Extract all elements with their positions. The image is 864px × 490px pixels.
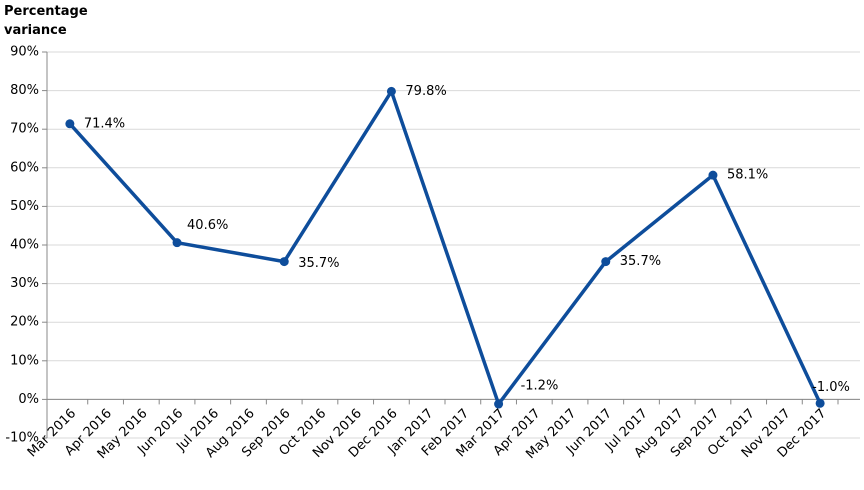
y-tick-label: 80% [10,83,39,98]
data-label: 40.6% [187,218,228,233]
y-tick-label: 30% [10,276,39,291]
data-label: 71.4% [84,116,125,131]
y-tick-label: 20% [10,315,39,330]
point [386,86,396,96]
data-label: 35.7% [298,256,339,271]
point [65,119,75,129]
data-label: 79.8% [405,84,446,99]
data-label: -1.0% [812,380,850,395]
line [68,89,822,406]
y-tick-label: 0% [18,392,39,407]
y-tick-label: 50% [10,199,39,214]
point [494,399,504,409]
y-tick-label: 10% [10,353,39,368]
point [708,170,718,180]
data-label: 58.1% [727,168,768,183]
y-tick-label: -10% [5,431,39,446]
y-tick-label: 40% [10,238,39,253]
point [172,238,182,248]
y-tick-label: 60% [10,160,39,175]
point [279,257,289,267]
point [815,398,825,408]
y-tick-label: 90% [10,45,39,60]
data-label: 35.7% [620,254,661,269]
y-axis-title: Percentage variance [4,4,88,38]
data-label: -1.2% [521,379,559,394]
y-tick-label: 70% [10,122,39,137]
point [601,257,611,267]
